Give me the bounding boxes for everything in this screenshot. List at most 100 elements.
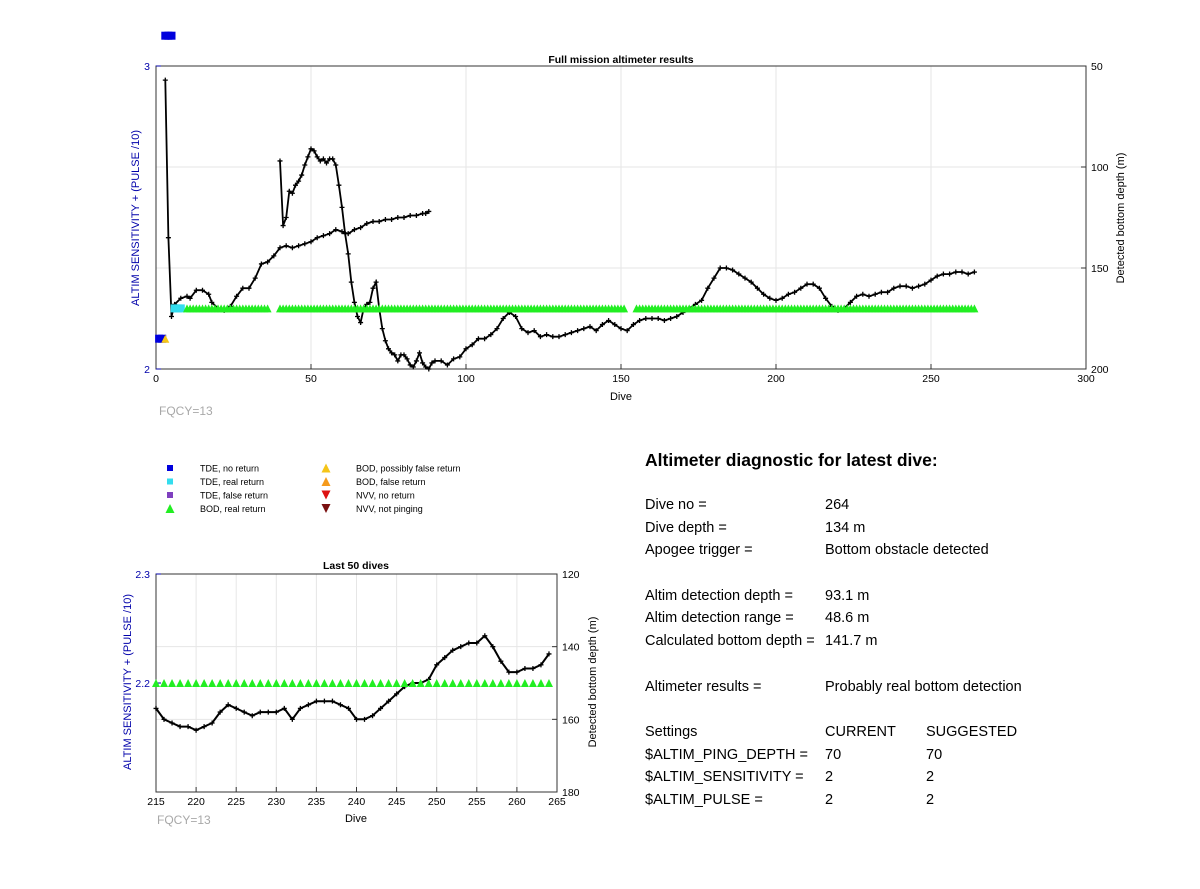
altim-marker <box>176 304 185 313</box>
depth-point <box>364 221 370 227</box>
bod-real-return-marker <box>448 679 457 687</box>
depth-point <box>488 332 494 338</box>
calc-bottom-value: 141.7 m <box>825 633 878 649</box>
y-axis-left-label: ALTIM SENSITIVITY + (PULSE /10) <box>122 594 134 770</box>
bod-real-return-marker <box>232 679 241 687</box>
depth-point <box>289 245 295 251</box>
depth-point <box>457 354 463 360</box>
depth-point <box>373 279 379 285</box>
depth-point <box>916 283 922 289</box>
depth-point <box>785 291 791 297</box>
depth-point <box>162 77 168 83</box>
bod-real-return-marker <box>480 679 489 687</box>
depth-point <box>311 148 317 154</box>
depth-point <box>330 156 336 162</box>
depth-point <box>544 332 550 338</box>
depth-point <box>655 316 661 321</box>
x-tick-label: 250 <box>922 373 940 385</box>
bod-real-return-marker <box>208 679 217 687</box>
chart-title: Last 50 dives <box>323 560 389 572</box>
x-tick-label: 200 <box>767 373 785 385</box>
bod-real-return-marker <box>304 679 313 687</box>
depth-point <box>327 231 333 237</box>
depth-point <box>550 334 556 340</box>
depth-point <box>289 190 295 196</box>
depth-point <box>161 716 167 722</box>
depth-point <box>413 212 419 218</box>
setting-current: 2 <box>825 769 834 785</box>
depth-point <box>378 705 384 711</box>
depth-point <box>258 261 264 267</box>
depth-point <box>606 318 612 324</box>
bod-real-return-marker <box>416 679 425 687</box>
depth-point <box>308 146 314 152</box>
y-axis-left-label: ALTIM SENSITIVITY + (PULSE /10) <box>130 130 142 306</box>
bod-real-return-marker <box>256 679 265 687</box>
apogee-label: Apogee trigger = <box>645 542 753 558</box>
setting-name: $ALTIM_PULSE = <box>645 792 763 808</box>
bod-real-return-marker <box>248 679 257 687</box>
depth-point <box>934 273 940 279</box>
legend-marker <box>165 504 175 513</box>
diagnostic-title: Altimeter diagnostic for latest dive: <box>645 450 938 470</box>
altim-marker <box>167 31 176 40</box>
depth-point <box>296 243 302 249</box>
depth-point <box>252 275 258 281</box>
depth-point <box>940 271 946 277</box>
depth-point <box>928 277 934 283</box>
depth-point <box>351 299 357 305</box>
depth-point <box>358 225 364 231</box>
depth-point <box>699 297 705 303</box>
legend-label: TDE, no return <box>200 464 259 474</box>
depth-point <box>297 705 303 711</box>
x-tick-label: 235 <box>308 796 326 808</box>
depth-point <box>525 330 531 336</box>
y-right-tick-label: 180 <box>562 787 580 799</box>
depth-point <box>903 283 909 289</box>
depth-point <box>296 178 302 184</box>
setting-suggested: 2 <box>926 792 935 808</box>
depth-point <box>482 633 488 639</box>
depth-point <box>382 338 388 344</box>
depth-point <box>277 158 283 164</box>
depth-point <box>293 182 298 188</box>
depth-point <box>395 358 401 364</box>
x-axis-label: Dive <box>610 391 632 403</box>
depth-point <box>432 358 438 364</box>
depth-point <box>736 271 742 277</box>
altim-depth-label: Altim detection depth = <box>645 588 793 604</box>
x-tick-label: 225 <box>227 796 245 808</box>
depth-point <box>280 223 286 229</box>
depth-point <box>206 291 212 297</box>
legend-marker <box>321 477 331 486</box>
y-right-tick-label: 200 <box>1091 364 1109 376</box>
bod-real-return-marker <box>464 679 473 687</box>
suggested-header: SUGGESTED <box>926 724 1018 740</box>
depth-point <box>305 702 311 708</box>
results-label: Altimeter results = <box>645 679 762 695</box>
depth-point <box>444 362 450 368</box>
y-right-tick-label: 100 <box>1091 162 1109 174</box>
depth-point <box>792 289 798 295</box>
depth-point <box>329 698 335 704</box>
full-mission-chart: Full mission altimeter results 0 50 100 150… <box>130 31 1127 418</box>
depth-point <box>302 162 308 168</box>
depth-point <box>909 285 915 291</box>
depth-point <box>498 658 504 664</box>
bod-real-return-marker <box>512 679 521 687</box>
depth-point <box>225 702 231 708</box>
depth-point <box>389 350 395 356</box>
depth-point <box>674 313 680 319</box>
legend-label: TDE, real return <box>200 477 264 487</box>
dive-depth-label: Dive depth = <box>645 520 727 536</box>
bod-real-return-marker <box>264 679 273 687</box>
depth-point <box>568 330 574 336</box>
depth-point <box>355 313 360 319</box>
depth-point <box>417 350 422 356</box>
bod-real-return-marker <box>240 679 249 687</box>
depth-point <box>337 702 343 708</box>
depth-point <box>314 154 320 160</box>
depth-point <box>779 295 785 301</box>
bod-real-return-marker <box>263 304 272 313</box>
bod-real-return-marker <box>184 679 193 687</box>
